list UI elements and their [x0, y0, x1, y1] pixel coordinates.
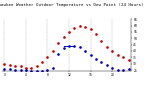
Text: Milwaukee Weather Outdoor Temperature vs Dew Point (24 Hours): Milwaukee Weather Outdoor Temperature vs…	[0, 3, 144, 7]
